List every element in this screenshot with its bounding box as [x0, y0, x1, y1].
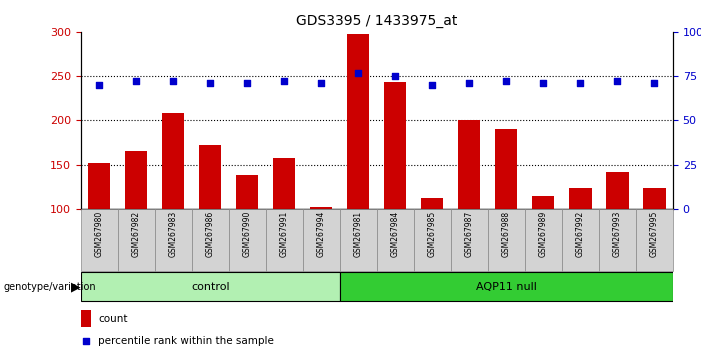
- Text: GSM267984: GSM267984: [390, 211, 400, 257]
- Point: [427, 82, 438, 88]
- FancyBboxPatch shape: [118, 209, 155, 271]
- Text: GSM267993: GSM267993: [613, 211, 622, 257]
- Text: GSM267983: GSM267983: [169, 211, 177, 257]
- Bar: [310, 207, 332, 209]
- FancyBboxPatch shape: [340, 273, 673, 301]
- Text: GSM267990: GSM267990: [243, 211, 252, 257]
- Bar: [347, 34, 369, 209]
- Text: GSM267991: GSM267991: [280, 211, 289, 257]
- Text: genotype/variation: genotype/variation: [4, 282, 96, 292]
- FancyBboxPatch shape: [303, 209, 340, 271]
- Point: [575, 80, 586, 86]
- Point: [205, 80, 216, 86]
- FancyBboxPatch shape: [414, 209, 451, 271]
- FancyBboxPatch shape: [155, 209, 191, 271]
- Bar: [88, 163, 110, 209]
- FancyBboxPatch shape: [488, 209, 525, 271]
- Text: GSM267992: GSM267992: [576, 211, 585, 257]
- FancyBboxPatch shape: [229, 209, 266, 271]
- Text: AQP11 null: AQP11 null: [476, 282, 537, 292]
- Point: [242, 80, 253, 86]
- FancyBboxPatch shape: [525, 209, 562, 271]
- FancyBboxPatch shape: [377, 209, 414, 271]
- Text: GSM267980: GSM267980: [95, 211, 104, 257]
- Point: [130, 79, 142, 84]
- Point: [464, 80, 475, 86]
- Point: [315, 80, 327, 86]
- Point: [612, 79, 623, 84]
- Title: GDS3395 / 1433975_at: GDS3395 / 1433975_at: [296, 14, 458, 28]
- Point: [168, 79, 179, 84]
- Bar: [199, 145, 222, 209]
- Text: GSM267994: GSM267994: [317, 211, 326, 257]
- Bar: [162, 113, 184, 209]
- Point: [353, 70, 364, 75]
- Point: [278, 79, 290, 84]
- Text: count: count: [98, 314, 128, 324]
- FancyBboxPatch shape: [81, 273, 340, 301]
- Point: [501, 79, 512, 84]
- Text: control: control: [191, 282, 229, 292]
- Text: ▶: ▶: [71, 280, 81, 293]
- Text: GSM267985: GSM267985: [428, 211, 437, 257]
- Text: GSM267982: GSM267982: [132, 211, 141, 257]
- Bar: [458, 120, 480, 209]
- Bar: [569, 188, 592, 209]
- Bar: [81, 310, 91, 327]
- Text: GSM267995: GSM267995: [650, 211, 659, 257]
- Bar: [606, 172, 629, 209]
- Bar: [384, 82, 407, 209]
- Point: [81, 338, 92, 344]
- Bar: [236, 175, 258, 209]
- Point: [538, 80, 549, 86]
- Point: [390, 73, 401, 79]
- FancyBboxPatch shape: [81, 209, 118, 271]
- FancyBboxPatch shape: [191, 209, 229, 271]
- Bar: [421, 198, 444, 209]
- FancyBboxPatch shape: [451, 209, 488, 271]
- FancyBboxPatch shape: [562, 209, 599, 271]
- FancyBboxPatch shape: [636, 209, 673, 271]
- FancyBboxPatch shape: [599, 209, 636, 271]
- Text: percentile rank within the sample: percentile rank within the sample: [98, 336, 274, 346]
- Bar: [532, 195, 554, 209]
- Point: [649, 80, 660, 86]
- Text: GSM267988: GSM267988: [502, 211, 511, 257]
- Bar: [273, 159, 295, 209]
- Text: GSM267986: GSM267986: [205, 211, 215, 257]
- FancyBboxPatch shape: [266, 209, 303, 271]
- Text: GSM267981: GSM267981: [354, 211, 363, 257]
- Bar: [644, 188, 665, 209]
- FancyBboxPatch shape: [340, 209, 377, 271]
- Bar: [495, 129, 517, 209]
- Bar: [125, 152, 147, 209]
- Text: GSM267989: GSM267989: [539, 211, 548, 257]
- Point: [93, 82, 104, 88]
- Text: GSM267987: GSM267987: [465, 211, 474, 257]
